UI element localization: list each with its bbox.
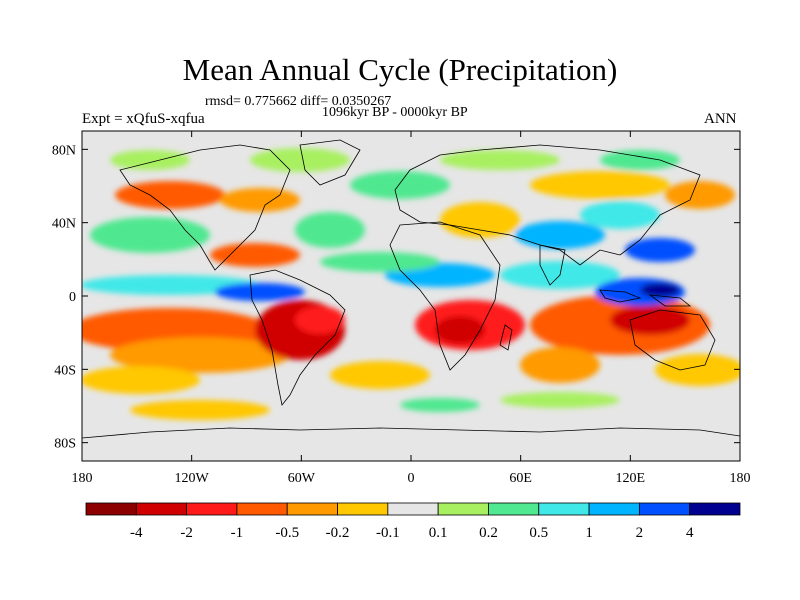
lat-label: 80N [52, 143, 76, 158]
lon-label: 180 [730, 471, 751, 486]
lon-label: 120W [175, 471, 210, 486]
colorbar-swatch [135, 502, 188, 516]
colorbar-swatch [186, 502, 238, 516]
colorbar-label: -0.1 [376, 525, 400, 541]
colorbar-swatch [286, 502, 338, 516]
colorbar-label: 0.1 [429, 525, 448, 541]
colorbar-label: 1 [585, 525, 593, 541]
colorbar-swatch [689, 502, 741, 516]
lon-label: 60W [288, 471, 316, 486]
colorbar-swatch [85, 502, 137, 516]
colorbar-label: -0.5 [275, 525, 299, 541]
colorbar-swatch [488, 502, 540, 516]
colorbar-swatch [638, 502, 691, 516]
colorbar-swatch [538, 502, 590, 516]
colorbar-label: -2 [180, 525, 193, 541]
longitude-axis: 180 120W 60W 0 60E 120E 180 [72, 131, 751, 486]
rmsd-diff-stats: rmsd= 0.775662 diff= 0.0350267 [205, 94, 392, 109]
map-title: Mean Annual Cycle (Precipitation) [182, 52, 618, 87]
colorbar-label: 0.2 [479, 525, 498, 541]
colorbar-swatch [387, 502, 439, 516]
lat-label: 40N [52, 217, 76, 232]
precipitation-field [82, 139, 740, 439]
colorbar-label: -0.2 [326, 525, 350, 541]
colorbar-swatch [337, 502, 389, 516]
lon-label: 120E [616, 471, 646, 486]
colorbar-label: 4 [686, 525, 694, 541]
experiment-label: Expt = xQfuS-xqfua [82, 111, 205, 127]
colorbar: -4 -2 -1 -0.5 -0.2 -0.1 0.1 0.2 0.5 1 2 4 [85, 502, 741, 541]
colorbar-label: -1 [231, 525, 244, 541]
colorbar-label: 0.5 [529, 525, 548, 541]
season-label: ANN [704, 111, 737, 127]
time-period-label: 1096kyr BP - 0000kyr BP [322, 105, 468, 120]
colorbar-label: 2 [636, 525, 644, 541]
lat-label: 40S [54, 363, 76, 378]
lon-label: 60E [509, 471, 532, 486]
colorbar-swatch [236, 502, 288, 516]
latitude-axis: 80N 40N 0 40S 80S [52, 143, 740, 452]
lon-label: 0 [408, 471, 415, 486]
lat-label: 80S [54, 437, 76, 452]
colorbar-swatch [588, 502, 640, 516]
coastlines [82, 139, 740, 439]
lon-label: 180 [72, 471, 93, 486]
colorbar-swatch [437, 502, 489, 516]
colorbar-label: -4 [130, 525, 143, 541]
lat-label: 0 [69, 290, 76, 305]
